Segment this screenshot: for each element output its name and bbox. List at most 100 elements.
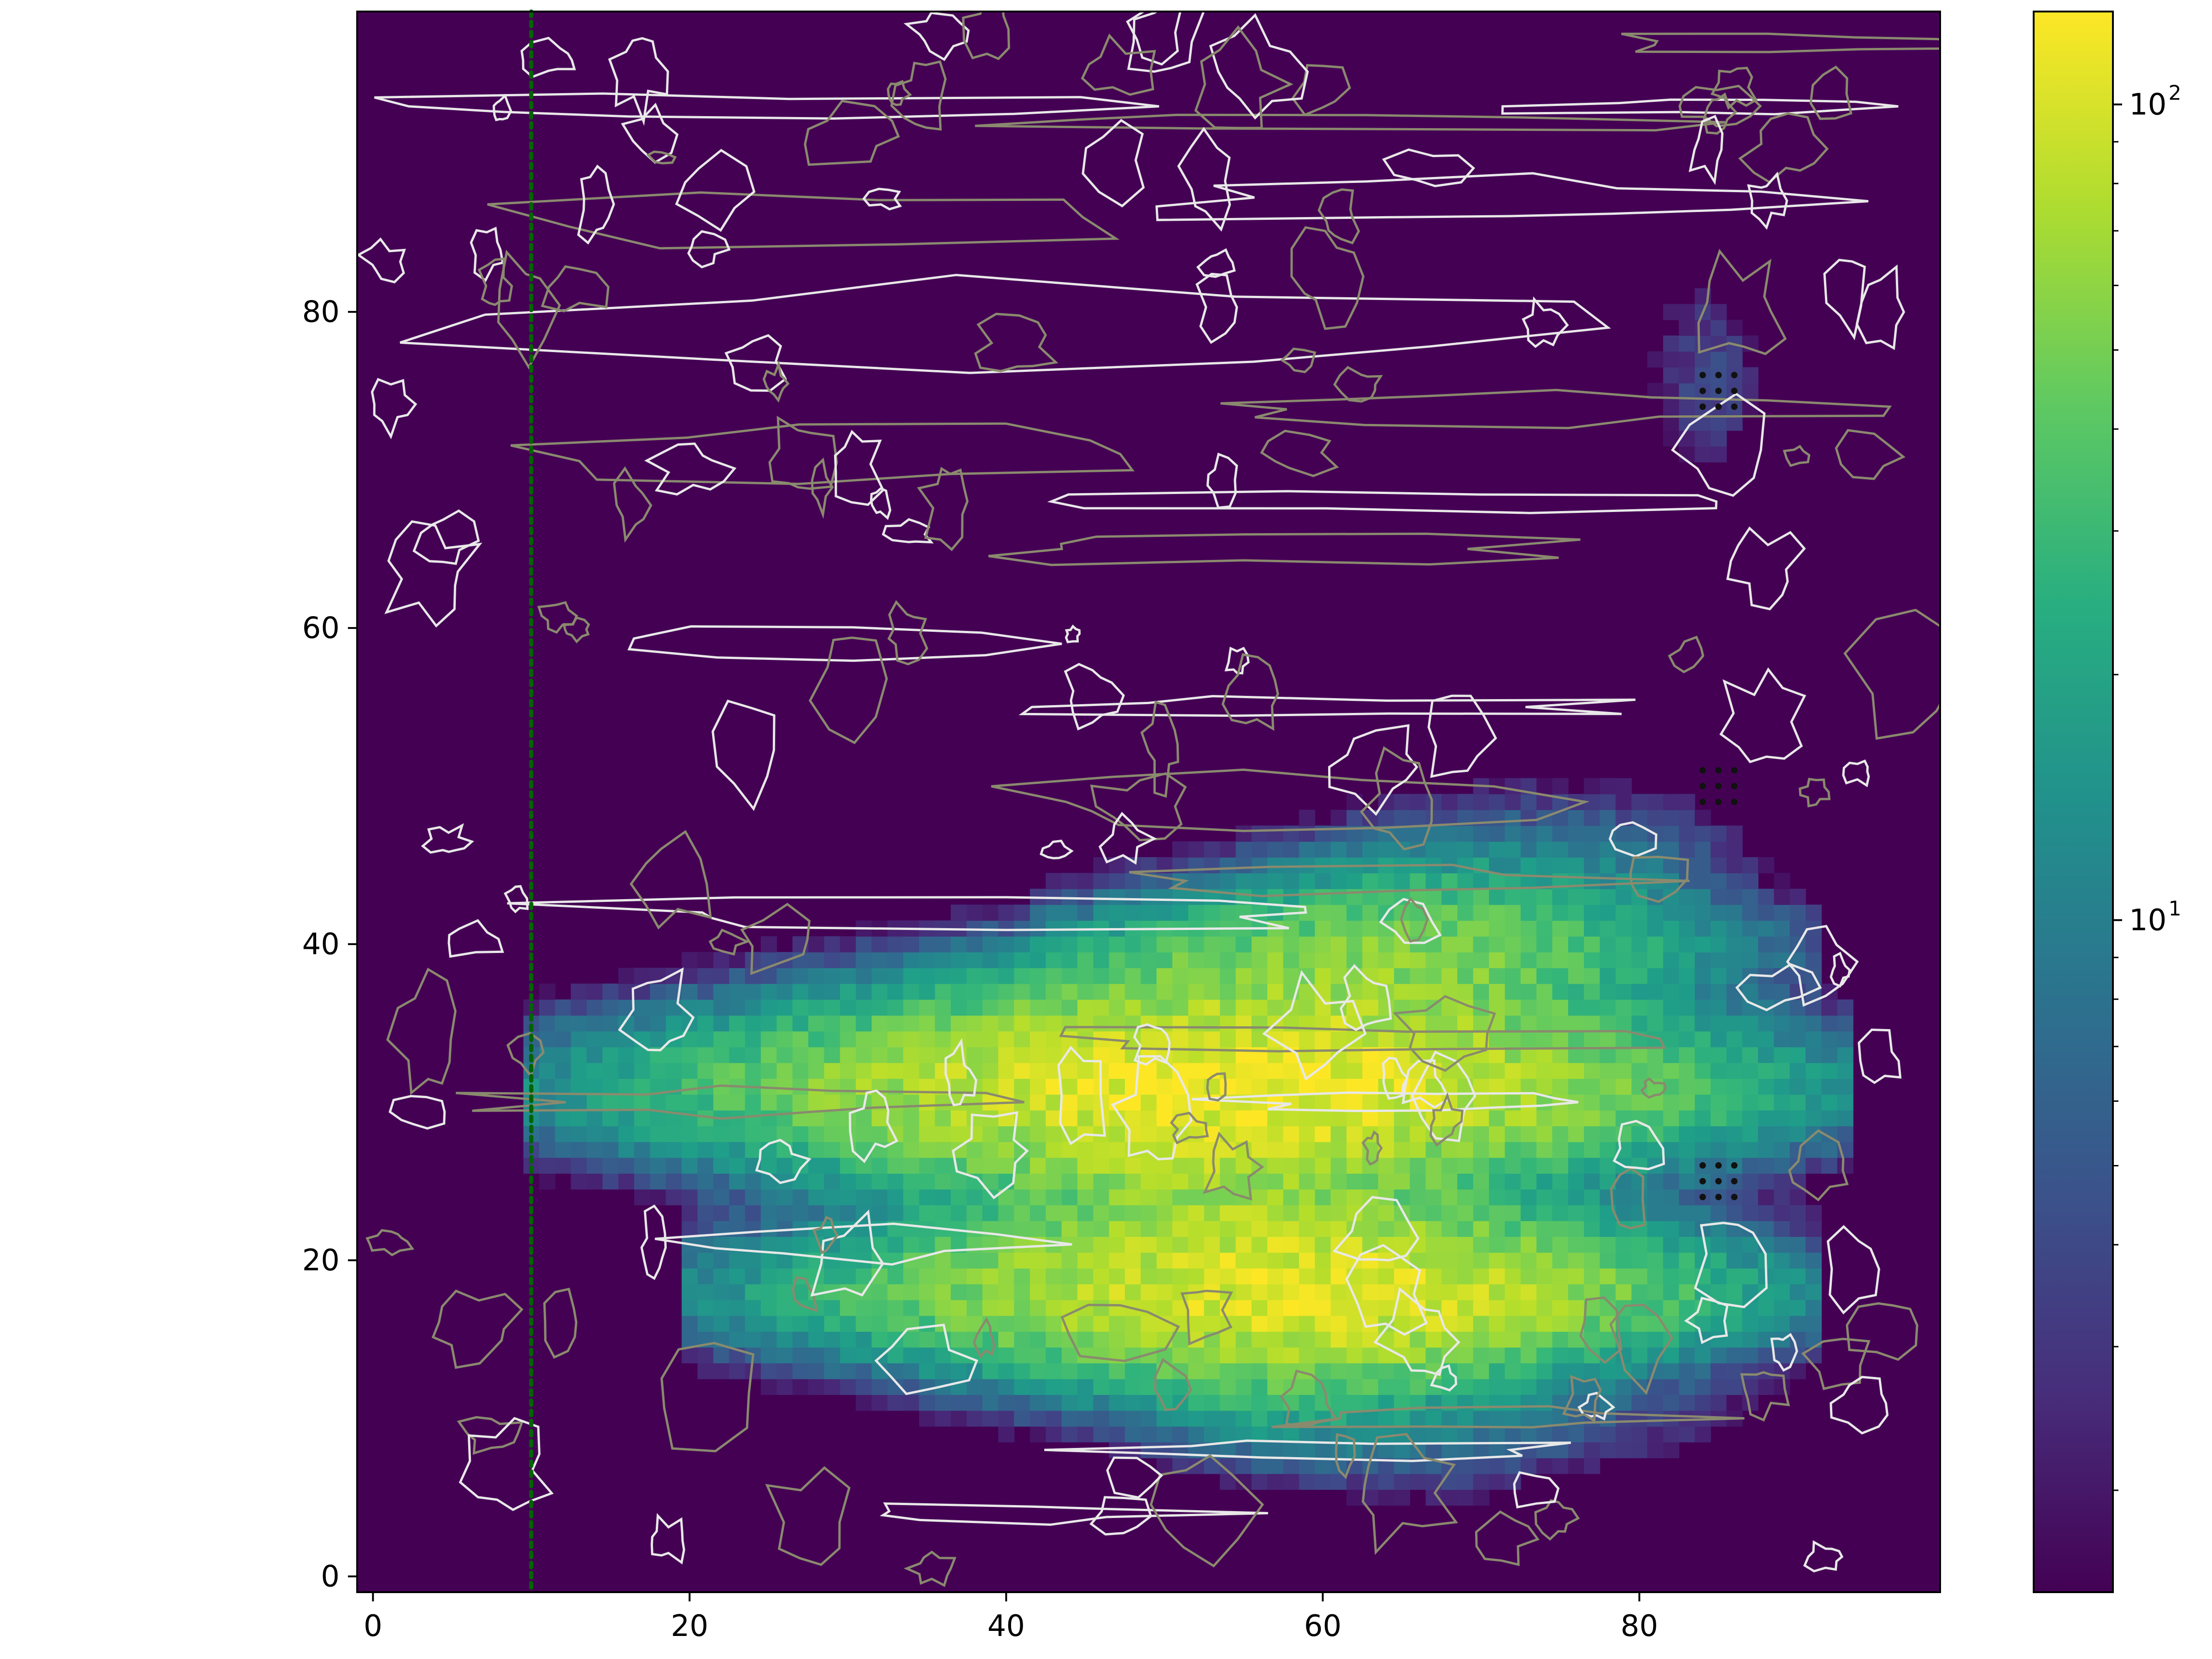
heatmap-cell bbox=[1457, 1173, 1474, 1190]
contour-line bbox=[1328, 724, 1418, 816]
heatmap-cell bbox=[1520, 1410, 1537, 1427]
heatmap-cell bbox=[1694, 888, 1711, 905]
heatmap-cell bbox=[1520, 936, 1537, 953]
heatmap-cell bbox=[1584, 1252, 1600, 1269]
heatmap-cell bbox=[713, 983, 729, 1000]
heatmap-cell bbox=[1441, 1015, 1458, 1032]
heatmap-cell bbox=[935, 1284, 951, 1300]
heatmap-cell bbox=[1030, 1268, 1046, 1284]
heatmap-cell bbox=[1378, 1268, 1394, 1284]
contour-line bbox=[1318, 188, 1360, 245]
heatmap-cell bbox=[1299, 1047, 1315, 1063]
heatmap-cell bbox=[1726, 1331, 1743, 1348]
heatmap-cell bbox=[1505, 1331, 1521, 1348]
heatmap-cell bbox=[1172, 1252, 1189, 1269]
contour-line bbox=[1668, 635, 1705, 673]
heatmap-cell bbox=[1093, 1315, 1110, 1332]
heatmap-cell bbox=[1694, 446, 1711, 463]
heatmap-cell bbox=[1093, 952, 1110, 968]
heatmap-cell bbox=[1425, 1268, 1442, 1284]
heatmap-cell bbox=[1774, 1110, 1790, 1126]
heatmap-cell bbox=[808, 1015, 825, 1032]
contour-line bbox=[1361, 1433, 1459, 1555]
heatmap-cell bbox=[1615, 1252, 1632, 1269]
heatmap-cell bbox=[1758, 1110, 1775, 1126]
heatmap-cell bbox=[856, 1331, 872, 1348]
heatmap-cell bbox=[602, 1062, 619, 1079]
heatmap-cell bbox=[840, 968, 856, 984]
y-tick-label: 40 bbox=[302, 928, 340, 962]
heatmap-cell bbox=[1077, 952, 1094, 968]
heatmap-cell bbox=[1600, 1189, 1616, 1206]
heatmap-cell bbox=[1188, 1173, 1205, 1190]
heatmap-cell bbox=[840, 952, 856, 968]
heatmap-cell bbox=[1520, 1284, 1537, 1300]
heatmap-cell bbox=[792, 999, 809, 1016]
heatmap-cell bbox=[1457, 841, 1474, 858]
heatmap-cell bbox=[1046, 1031, 1062, 1047]
heatmap-cell bbox=[1061, 968, 1078, 984]
heatmap-cell bbox=[1647, 1268, 1664, 1284]
heatmap-cell bbox=[1299, 1189, 1315, 1206]
heatmap-cell bbox=[808, 1047, 825, 1063]
heatmap-cell bbox=[1251, 1141, 1268, 1158]
contour-line bbox=[1065, 624, 1081, 643]
heatmap-cell bbox=[665, 1189, 682, 1206]
heatmap-cell bbox=[1710, 841, 1727, 858]
contour-line bbox=[357, 237, 406, 283]
heatmap-cell bbox=[1505, 1284, 1521, 1300]
contour-line bbox=[1392, 995, 1496, 1072]
heatmap-cell bbox=[1742, 1047, 1759, 1063]
heatmap-cell bbox=[1710, 999, 1727, 1016]
heatmap-cell bbox=[1030, 1031, 1046, 1047]
heatmap-cell bbox=[1600, 1031, 1616, 1047]
contour-line bbox=[1770, 1333, 1798, 1372]
stipple-dot bbox=[1715, 1178, 1722, 1185]
heatmap-cell bbox=[1156, 888, 1173, 905]
heatmap-cell bbox=[1568, 841, 1584, 858]
heatmap-cell bbox=[1615, 825, 1632, 842]
heatmap-cell bbox=[555, 1141, 571, 1158]
heatmap-cell bbox=[1568, 920, 1584, 937]
heatmap-cell bbox=[1457, 825, 1474, 842]
heatmap-cell bbox=[1093, 1347, 1110, 1364]
heatmap-cell bbox=[1172, 1031, 1189, 1047]
heatmap-cell bbox=[713, 1252, 729, 1269]
heatmap-cell bbox=[1774, 983, 1790, 1000]
heatmap-cell bbox=[1584, 1047, 1600, 1063]
heatmap-cell bbox=[1251, 1473, 1268, 1490]
heatmap-cell bbox=[1679, 1015, 1695, 1032]
contour-line bbox=[644, 442, 737, 496]
heatmap-cell bbox=[1631, 968, 1648, 984]
heatmap-cell bbox=[1394, 1268, 1410, 1284]
heatmap-cell bbox=[808, 1378, 825, 1395]
heatmap-cell bbox=[1473, 1331, 1489, 1348]
heatmap-cell bbox=[682, 983, 698, 1000]
heatmap-cell bbox=[1710, 1094, 1727, 1111]
heatmap-cell bbox=[1726, 1363, 1743, 1379]
heatmap-cell bbox=[998, 1173, 1015, 1190]
stipple-markers bbox=[1699, 371, 1738, 1200]
heatmap-cell bbox=[697, 1173, 714, 1190]
heatmap-cell bbox=[903, 936, 920, 953]
heatmap-cell bbox=[1568, 1157, 1584, 1174]
heatmap-cell bbox=[1141, 1252, 1157, 1269]
heatmap-cell bbox=[1156, 1268, 1173, 1284]
heatmap-cell bbox=[1061, 888, 1078, 905]
heatmap-cell bbox=[1093, 1141, 1110, 1158]
heatmap-cell bbox=[1489, 1394, 1506, 1411]
heatmap-cell bbox=[1235, 1268, 1252, 1284]
heatmap-cell bbox=[539, 1141, 556, 1158]
heatmap-cell bbox=[697, 1189, 714, 1206]
heatmap-cell bbox=[713, 1300, 729, 1316]
heatmap-cell bbox=[1520, 825, 1537, 842]
heatmap-cell bbox=[1821, 1157, 1838, 1174]
heatmap-cell bbox=[1204, 1315, 1220, 1332]
contour-line bbox=[708, 929, 750, 956]
heatmap-cell bbox=[1172, 1268, 1189, 1284]
contour-line bbox=[1609, 1303, 1674, 1395]
contour-line bbox=[1786, 924, 1859, 1007]
heatmap-cell bbox=[1806, 1157, 1822, 1174]
heatmap-cell bbox=[697, 1062, 714, 1079]
heatmap-cell bbox=[1520, 1394, 1537, 1411]
